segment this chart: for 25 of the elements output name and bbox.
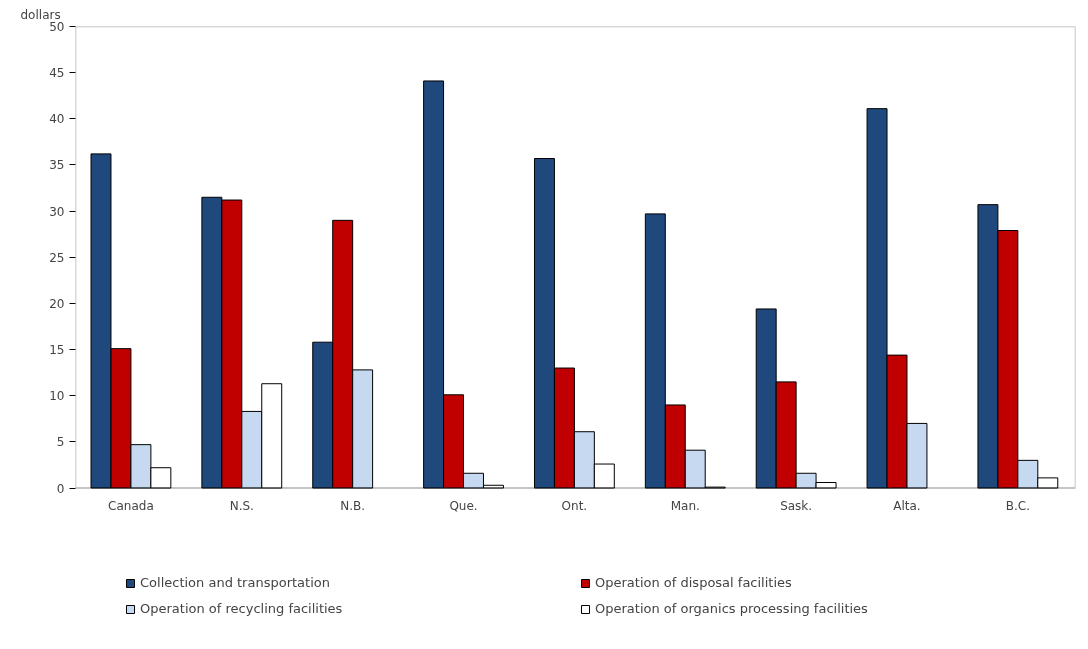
y-tick-label: 20 [49,296,65,311]
y-tick-label: 30 [49,204,65,219]
y-tick-label: 0 [56,481,65,496]
y-tick-label: 5 [56,435,65,450]
y-tick-label: 40 [49,112,65,127]
x-tick-label: Man. [670,499,700,514]
x-tick-label: B.C. [1005,499,1030,514]
y-tick-label: 10 [49,389,65,404]
x-tick-label: Canada [108,499,154,514]
legend-label: Operation of organics processing facilities [595,601,869,616]
legend-label: Collection and transportation [140,575,331,590]
y-tick-label: 45 [49,66,65,81]
y-tick-label: 35 [49,158,65,173]
x-tick-label: N.B. [340,499,366,514]
y-tick-label: 15 [49,343,65,358]
legend-label: Operation of recycling facilities [140,601,344,616]
x-tick-label: Alta. [893,499,921,514]
x-tick-label: Sask. [780,499,813,514]
y-axis-title: dollars [20,7,61,22]
legend-label: Operation of disposal facilities [595,575,793,590]
x-tick-label: Que. [449,499,478,514]
x-tick-label: Ont. [561,499,588,514]
y-tick-label: 50 [49,20,65,34]
y-tick-label: 25 [49,250,65,265]
x-tick-label: N.S. [229,499,254,514]
